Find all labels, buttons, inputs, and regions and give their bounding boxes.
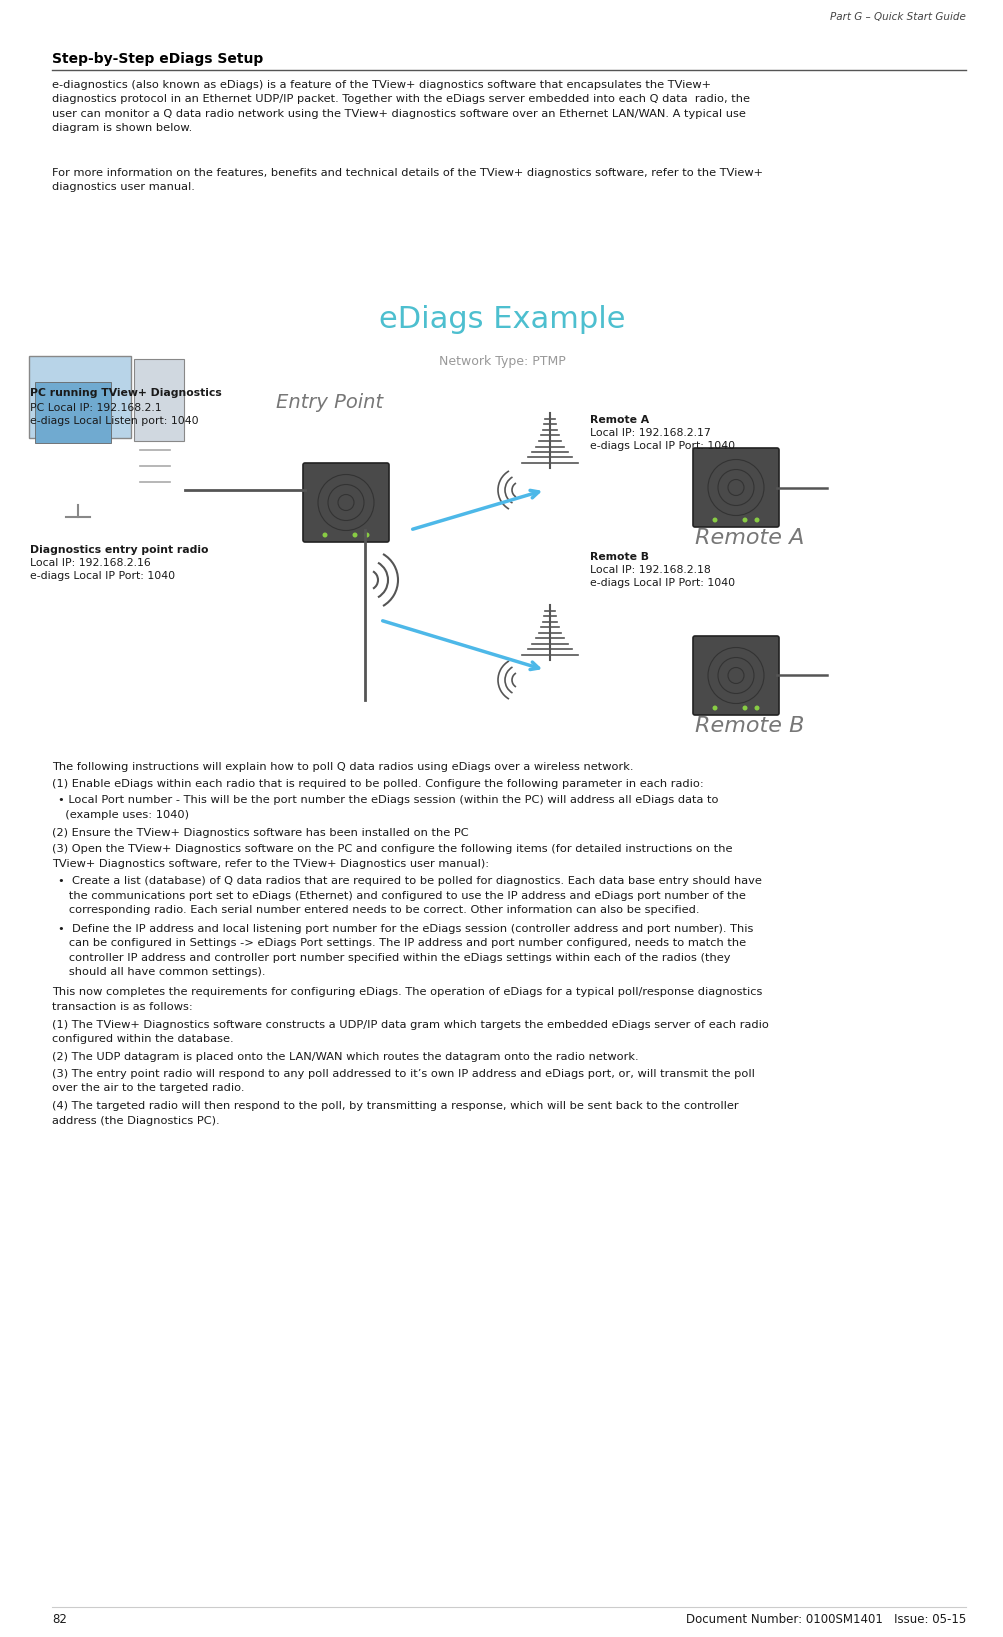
Text: Step-by-Step eDiags Setup: Step-by-Step eDiags Setup — [52, 52, 263, 65]
Circle shape — [712, 706, 717, 710]
Text: eDiags Example: eDiags Example — [378, 304, 625, 334]
Text: e-diags Local IP Port: 1040: e-diags Local IP Port: 1040 — [590, 440, 734, 452]
Circle shape — [753, 517, 758, 522]
Text: •  Define the IP address and local listening port number for the eDiags session : • Define the IP address and local listen… — [57, 923, 752, 977]
Text: Diagnostics entry point radio: Diagnostics entry point radio — [30, 545, 209, 555]
Circle shape — [742, 706, 747, 710]
Text: • Local Port number - This will be the port number the eDiags session (within th: • Local Port number - This will be the p… — [58, 796, 718, 820]
Text: For more information on the features, benefits and technical details of the TVie: For more information on the features, be… — [52, 169, 762, 193]
Circle shape — [742, 517, 747, 522]
FancyBboxPatch shape — [133, 359, 184, 440]
Text: e-diags Local IP Port: 1040: e-diags Local IP Port: 1040 — [590, 578, 734, 588]
Text: •  Create a list (database) of Q data radios that are required to be polled for : • Create a list (database) of Q data rad… — [57, 876, 760, 915]
Text: This now completes the requirements for configuring eDiags. The operation of eDi: This now completes the requirements for … — [52, 987, 761, 1012]
Circle shape — [753, 706, 758, 710]
Text: (3) Open the TView+ Diagnostics software on the PC and configure the following i: (3) Open the TView+ Diagnostics software… — [52, 845, 732, 869]
Text: Document Number: 0100SM1401   Issue: 05-15: Document Number: 0100SM1401 Issue: 05-15 — [685, 1612, 965, 1626]
Text: (3) The entry point radio will respond to any poll addressed to it’s own IP addr: (3) The entry point radio will respond t… — [52, 1069, 754, 1094]
FancyBboxPatch shape — [692, 449, 778, 527]
Circle shape — [712, 517, 717, 522]
Text: (2) The UDP datagram is placed onto the LAN/WAN which routes the datagram onto t: (2) The UDP datagram is placed onto the … — [52, 1053, 638, 1062]
Text: e-diags Local Listen port: 1040: e-diags Local Listen port: 1040 — [30, 416, 199, 426]
Text: Remote A: Remote A — [694, 529, 803, 548]
Text: e-diagnostics (also known as eDiags) is a feature of the TView+ diagnostics soft: e-diagnostics (also known as eDiags) is … — [52, 80, 749, 133]
Circle shape — [322, 532, 327, 537]
Text: PC running TView+ Diagnostics: PC running TView+ Diagnostics — [30, 388, 222, 398]
Text: Remote B: Remote B — [590, 552, 648, 561]
Text: Network Type: PTMP: Network Type: PTMP — [438, 355, 565, 368]
Text: Local IP: 192.168.2.18: Local IP: 192.168.2.18 — [590, 565, 710, 575]
FancyBboxPatch shape — [303, 463, 388, 542]
Text: (1) Enable eDiags within each radio that is required to be polled. Configure the: (1) Enable eDiags within each radio that… — [52, 779, 703, 789]
FancyBboxPatch shape — [29, 355, 130, 439]
Text: Part G – Quick Start Guide: Part G – Quick Start Guide — [829, 11, 965, 21]
Text: Local IP: 192.168.2.16: Local IP: 192.168.2.16 — [30, 558, 150, 568]
Text: PC Local IP: 192.168.2.1: PC Local IP: 192.168.2.1 — [30, 403, 161, 413]
Text: Local IP: 192.168.2.17: Local IP: 192.168.2.17 — [590, 427, 710, 439]
FancyBboxPatch shape — [692, 637, 778, 715]
Text: Remote B: Remote B — [694, 715, 803, 737]
Text: (2) Ensure the TView+ Diagnostics software has been installed on the PC: (2) Ensure the TView+ Diagnostics softwa… — [52, 828, 468, 838]
FancyBboxPatch shape — [34, 381, 110, 442]
Text: Entry Point: Entry Point — [276, 393, 383, 413]
Text: (4) The targeted radio will then respond to the poll, by transmitting a response: (4) The targeted radio will then respond… — [52, 1102, 738, 1126]
Text: 82: 82 — [52, 1612, 67, 1626]
Text: Remote A: Remote A — [590, 416, 649, 426]
Text: (1) The TView+ Diagnostics software constructs a UDP/IP data gram which targets : (1) The TView+ Diagnostics software cons… — [52, 1020, 768, 1044]
Text: e-diags Local IP Port: 1040: e-diags Local IP Port: 1040 — [30, 571, 175, 581]
Circle shape — [352, 532, 357, 537]
Circle shape — [364, 532, 369, 537]
Text: The following instructions will explain how to poll Q data radios using eDiags o: The following instructions will explain … — [52, 761, 633, 773]
